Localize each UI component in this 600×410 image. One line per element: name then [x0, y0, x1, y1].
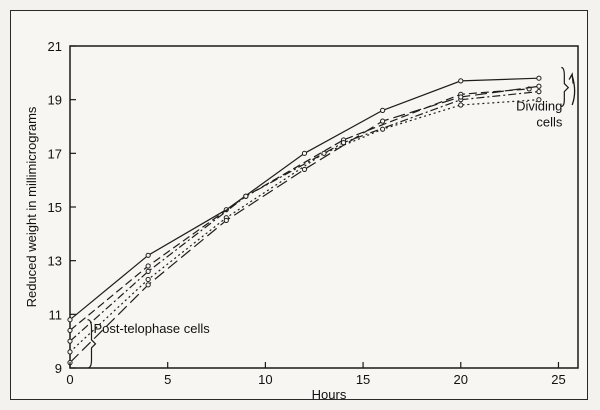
post-telophase-bracket [87, 319, 97, 369]
data-point [458, 102, 464, 108]
data-point [301, 150, 308, 156]
data-point [380, 107, 386, 114]
x-tick-label: 20 [454, 372, 468, 387]
data-point [301, 166, 308, 173]
series-line-2 [69, 88, 530, 331]
arrow-head-icon [568, 72, 574, 84]
dividing-cells-bracket [561, 66, 570, 107]
y-tick-label: 13 [48, 254, 62, 269]
series-line-1 [69, 77, 539, 321]
data-point [67, 338, 73, 344]
dividing-cells-label: cells [536, 115, 563, 130]
x-tick-label: 10 [258, 372, 272, 387]
x-tick-label: 15 [356, 372, 370, 387]
data-point [321, 150, 327, 156]
data-point [145, 263, 151, 269]
data-point [145, 282, 151, 288]
y-tick-label: 15 [48, 200, 62, 215]
series-line-4 [69, 99, 539, 353]
series-line-3 [69, 91, 539, 342]
data-point [67, 349, 73, 355]
data-point [536, 83, 542, 89]
y-tick-label: 9 [55, 361, 62, 376]
x-axis-label: Hours [312, 387, 347, 402]
y-tick-label: 11 [49, 307, 63, 322]
y-tick-label: 17 [48, 146, 62, 161]
post-telophase-label: Post-telophase cells [93, 321, 210, 336]
data-point [536, 75, 542, 81]
data-point [458, 78, 464, 84]
data-point [536, 97, 542, 103]
x-tick-label: 25 [551, 372, 565, 387]
data-point [145, 276, 151, 283]
plot-area [69, 45, 579, 369]
data-point [223, 217, 229, 224]
data-point [145, 252, 151, 258]
data-point [380, 126, 386, 132]
y-axis-label: Reduced weight in millimicrograms [24, 106, 39, 307]
x-tick-label: 0 [66, 372, 73, 387]
y-tick-label: 19 [48, 93, 62, 108]
dividing-cells-label: Dividing [516, 98, 562, 113]
data-point [67, 327, 73, 334]
data-point [243, 193, 249, 199]
data-point [536, 89, 542, 95]
x-tick-label: 5 [164, 372, 171, 387]
figure-frame [10, 10, 588, 400]
data-point [67, 317, 73, 323]
data-point [145, 268, 151, 274]
data-point [380, 118, 386, 124]
data-point [458, 94, 464, 100]
y-tick-label: 21 [48, 39, 62, 54]
